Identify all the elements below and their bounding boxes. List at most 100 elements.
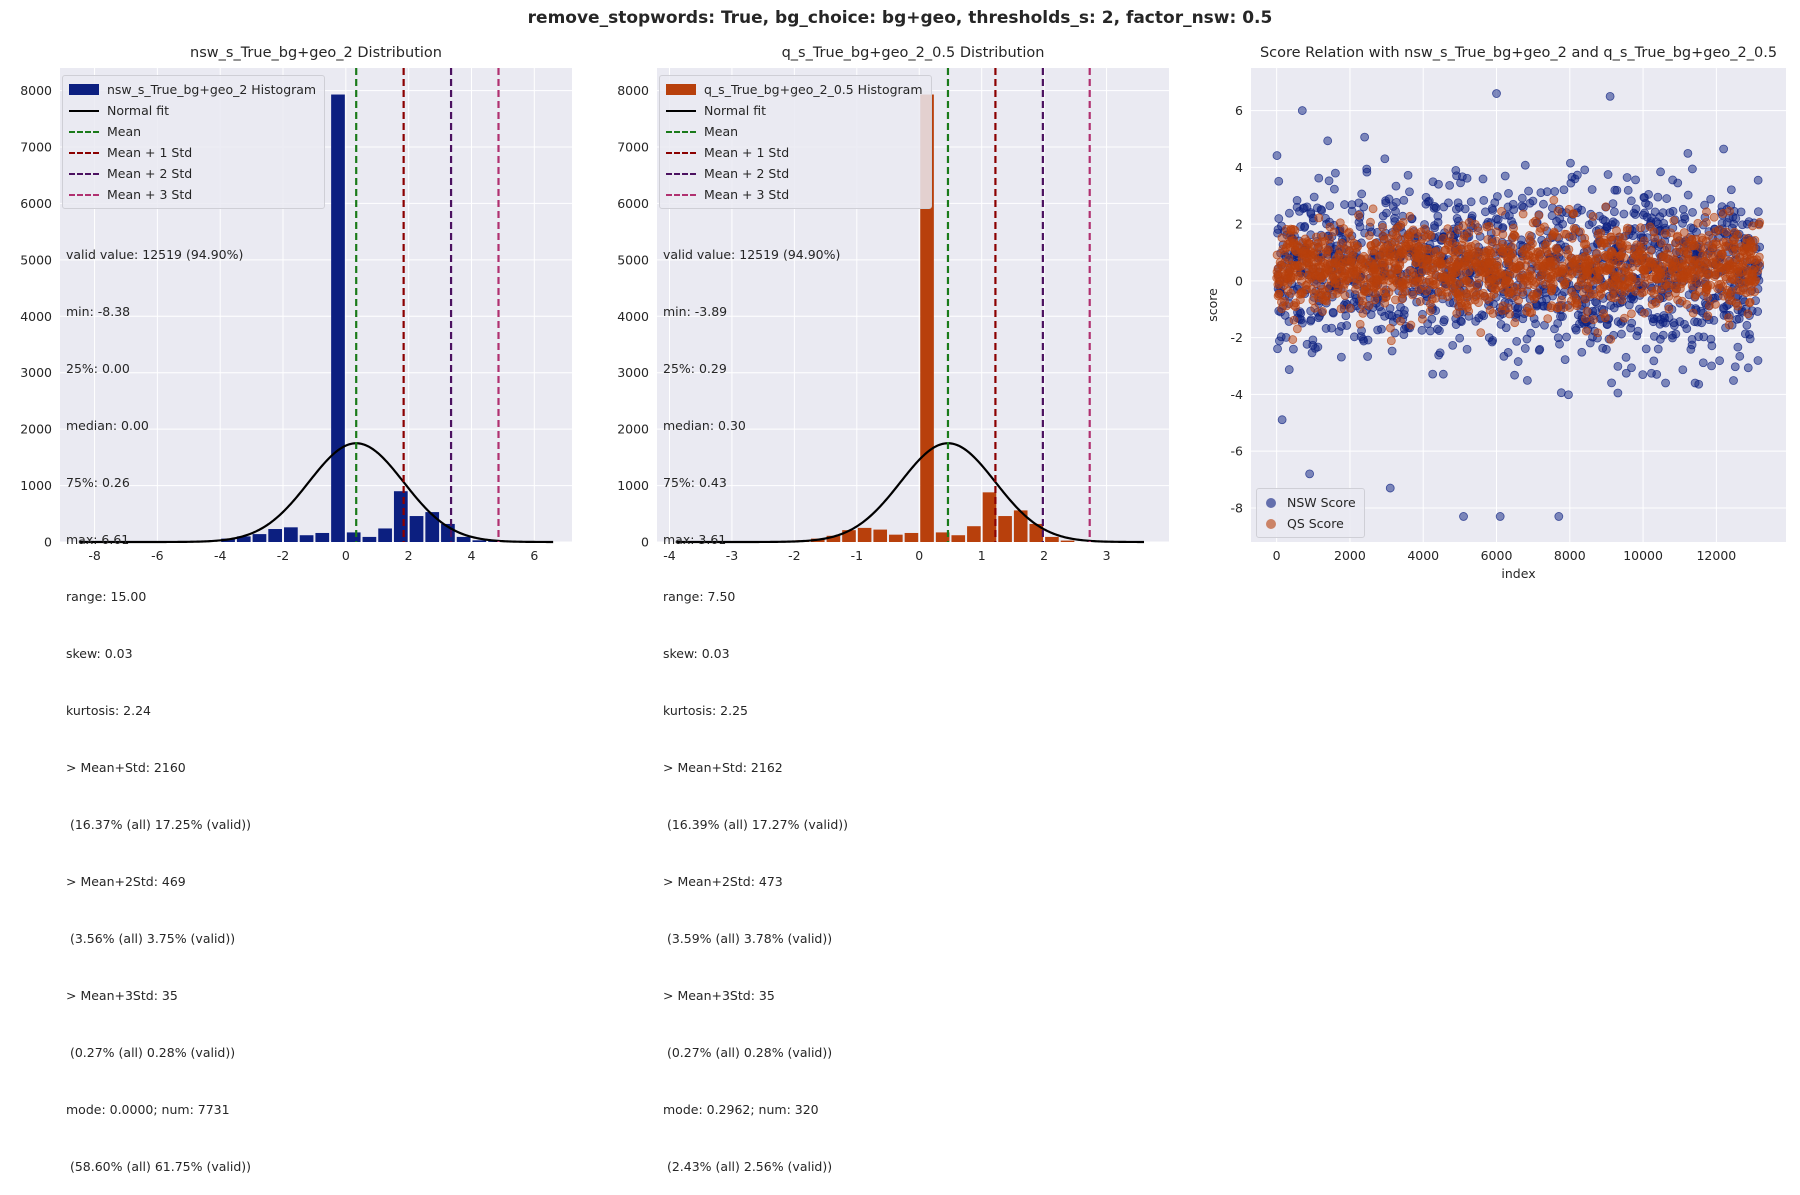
stat-line: median: 0.00: [66, 418, 149, 433]
qs-score-point: [1636, 254, 1645, 264]
qs-score-point: [1664, 291, 1674, 301]
qs-score-point: [1657, 284, 1667, 294]
legend-mean-swatch: [666, 126, 696, 138]
nsw-score-point: [1706, 334, 1716, 344]
nsw-score-point: [1628, 231, 1638, 241]
y-tick-label: 8000: [617, 83, 649, 98]
nsw-score-point: [1619, 209, 1629, 219]
qs-score-point: [1560, 279, 1570, 288]
qs-score-point: [1370, 295, 1380, 305]
qs-score-point: [1719, 291, 1728, 301]
stat-line: mode: 0.0000; num: 7731: [66, 1102, 230, 1117]
qs-score-point: [1602, 264, 1612, 274]
nsw-score-point: [1678, 365, 1688, 375]
nsw-score-point: [1453, 198, 1463, 208]
nsw-score-point: [1425, 326, 1435, 336]
qs-score-point: [1408, 290, 1417, 300]
nsw-score-point: [1609, 207, 1619, 217]
qs-score-point: [1404, 251, 1414, 261]
stat-line: (16.39% (all) 17.27% (valid)): [663, 817, 849, 832]
qs-score-point: [1729, 264, 1738, 274]
nsw-score-point: [1417, 325, 1427, 335]
figure-suptitle: remove_stopwords: True, bg_choice: bg+ge…: [527, 8, 1273, 28]
stat-line: 25%: 0.29: [663, 361, 727, 376]
legend-histogram-swatch: [69, 84, 99, 95]
qs-score-point: [1313, 257, 1322, 266]
nsw-score-point: [1488, 205, 1498, 215]
qs-score-point: [1340, 291, 1350, 300]
qs-score-point: [1581, 326, 1591, 336]
nsw-score-point: [1360, 132, 1370, 142]
qs-score-point: [1303, 270, 1313, 280]
legend-entry-std1: Mean + 1 Std: [666, 142, 923, 163]
qs-score-point: [1656, 238, 1666, 248]
qs-score-point: [1738, 285, 1748, 295]
qs-score-point: [1301, 281, 1311, 290]
nsw-score-point: [1539, 199, 1548, 209]
qs-score-point: [1581, 314, 1590, 324]
qs-score-point: [1385, 323, 1395, 333]
stat-line: range: 15.00: [66, 589, 147, 604]
legend-entry-std1: Mean + 1 Std: [69, 142, 316, 163]
nsw-score-point: [1434, 179, 1443, 189]
qs-score-point: [1307, 284, 1317, 294]
qs-score-point: [1288, 224, 1298, 234]
qs-score-point: [1336, 304, 1346, 314]
qs-score-point: [1316, 273, 1326, 283]
qs-score-point: [1624, 244, 1634, 254]
nsw-score-point: [1571, 325, 1581, 335]
nsw-score-point: [1520, 344, 1530, 353]
qs-score-point: [1310, 303, 1320, 313]
qs-score-point: [1318, 307, 1327, 316]
nsw-score-point: [1424, 196, 1434, 206]
qs-score-point: [1557, 261, 1567, 271]
nsw-score-point: [1430, 223, 1440, 233]
qs-score-point: [1463, 251, 1473, 261]
legend-std1-label: Mean + 1 Std: [107, 145, 193, 160]
qs-score-point: [1452, 241, 1462, 251]
qs-score-point: [1354, 210, 1364, 220]
legend-nsw-score-marker: [1263, 497, 1279, 509]
legend-std2-swatch: [69, 168, 99, 180]
legend-qs-histogram: q_s_True_bg+geo_2_0.5 Histogram Normal f…: [659, 75, 932, 209]
stat-line: min: -3.89: [663, 304, 728, 319]
nsw-score-point: [1753, 356, 1763, 365]
qs-score-point: [1580, 233, 1590, 243]
y-tick-label: -4: [1231, 387, 1244, 402]
nsw-score-point: [1536, 188, 1546, 198]
histogram-bar: [284, 527, 298, 542]
qs-score-point: [1476, 328, 1486, 338]
x-tick-label: -2: [788, 548, 800, 563]
x-tick-label: 6: [530, 548, 538, 563]
qs-score-point: [1453, 225, 1463, 235]
nsw-score-point: [1324, 176, 1334, 186]
x-tick-label: 2: [405, 548, 413, 563]
legend-histogram-swatch: [666, 84, 696, 95]
qs-score-point: [1343, 255, 1353, 265]
qs-score-point: [1639, 264, 1648, 274]
y-tick-label: -8: [1231, 500, 1244, 515]
qs-score-point: [1509, 230, 1519, 240]
nsw-score-point: [1522, 375, 1532, 385]
qs-score-point: [1429, 247, 1439, 257]
legend-entry-normal-fit: Normal fit: [69, 100, 316, 121]
nsw-score-point: [1362, 164, 1372, 174]
qs-score-point: [1497, 206, 1506, 216]
qs-score-point: [1364, 231, 1374, 240]
nsw-score-point: [1490, 198, 1500, 208]
nsw-score-point: [1719, 144, 1729, 154]
qs-score-point: [1575, 264, 1584, 274]
qs-score-point: [1569, 209, 1579, 219]
qs-score-point: [1428, 276, 1438, 286]
nsw-score-point: [1429, 203, 1439, 213]
qs-score-point: [1296, 271, 1306, 281]
nsw-score-point: [1653, 192, 1663, 202]
nsw-score-point: [1274, 176, 1284, 186]
qs-score-point: [1748, 221, 1757, 231]
panel-title: q_s_True_bg+geo_2_0.5 Distribution: [782, 45, 1045, 61]
nsw-score-point: [1347, 206, 1357, 216]
qs-score-point: [1730, 275, 1739, 285]
nsw-score-point: [1633, 326, 1643, 336]
qs-score-point: [1440, 245, 1450, 255]
qs-score-point: [1679, 273, 1689, 282]
